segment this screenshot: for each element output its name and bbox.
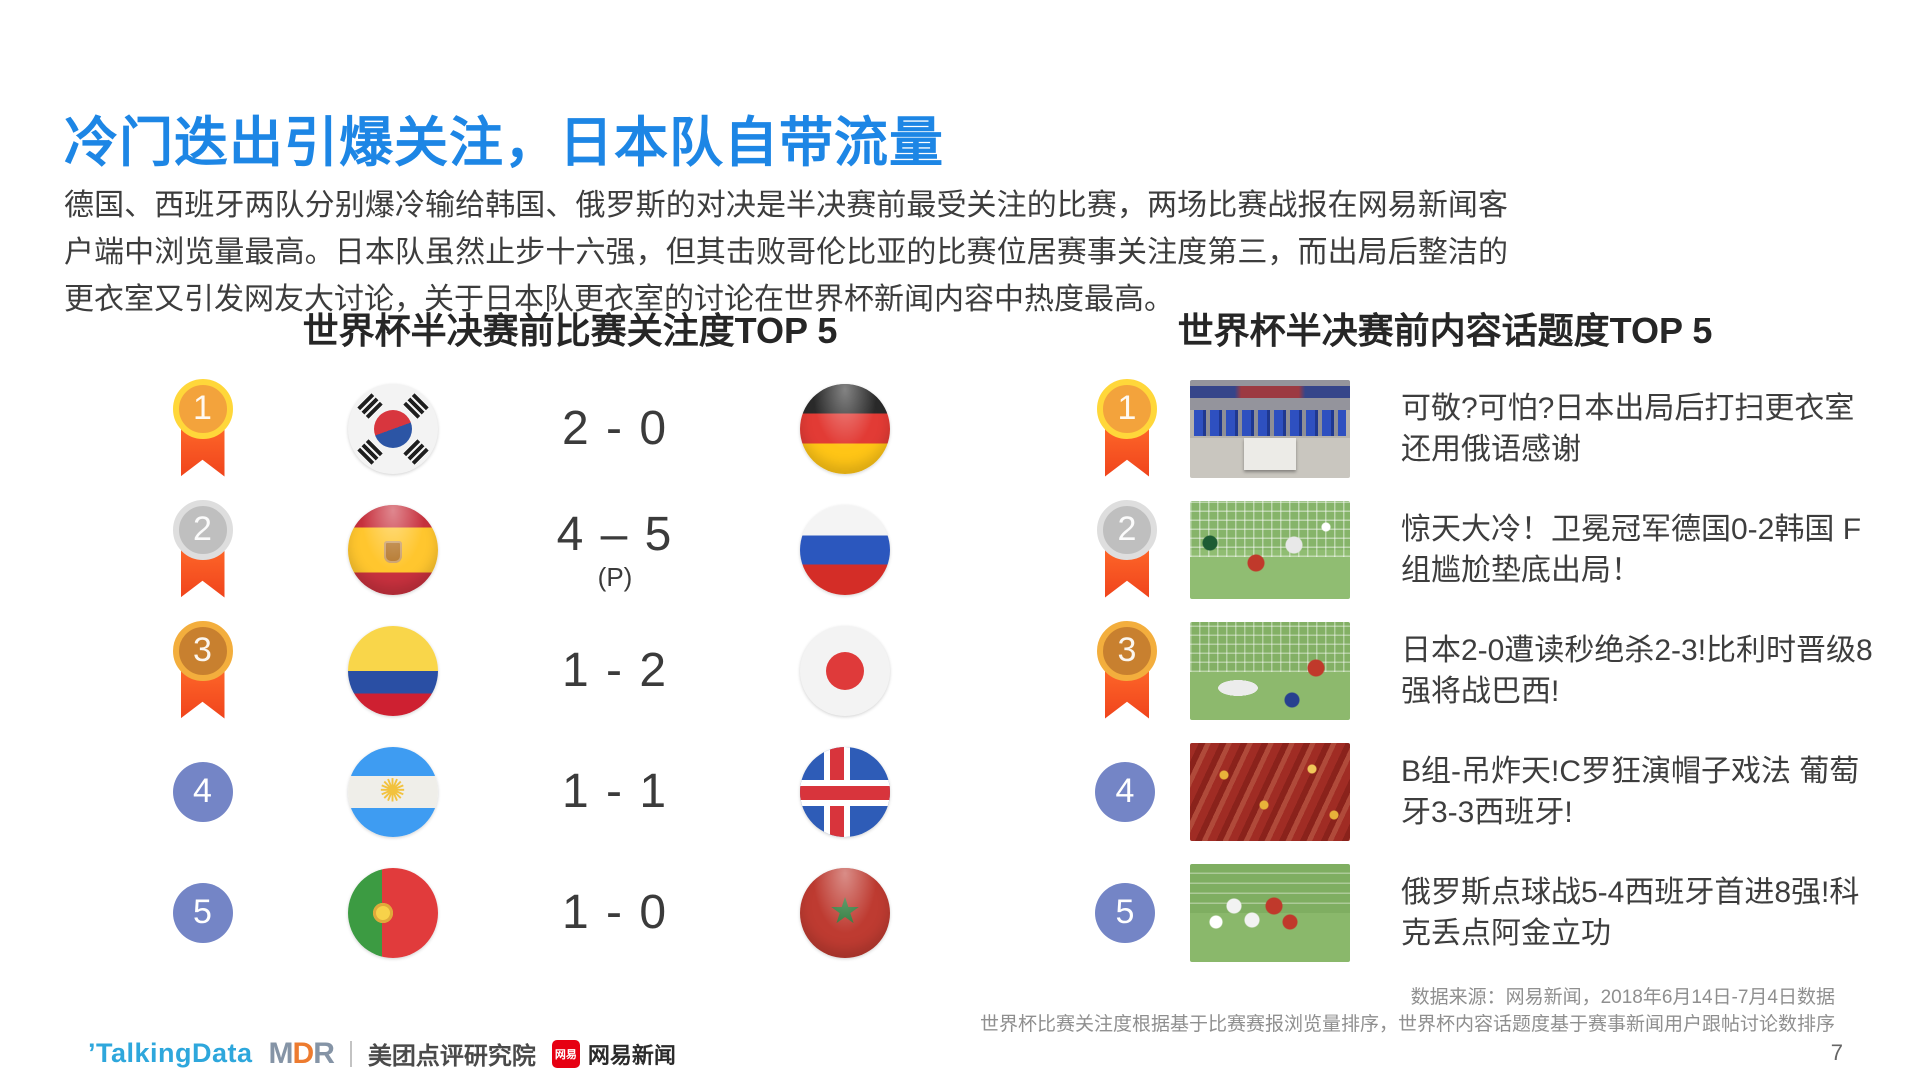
source-line-2: 世界杯比赛关注度根据基于比赛赛报浏览量排序，世界杯内容话题度基于赛事新闻用户跟帖… bbox=[979, 1014, 1835, 1035]
star-icon bbox=[829, 892, 861, 928]
right-panel-title: 世界杯半决赛前内容话题度TOP 5 bbox=[1177, 310, 1713, 351]
sun-icon bbox=[379, 774, 406, 806]
taegeuk-icon bbox=[373, 409, 412, 448]
mdr-logo: M D R bbox=[268, 1036, 335, 1070]
news-thumbnail bbox=[1190, 621, 1350, 720]
news-thumbnail bbox=[1190, 500, 1350, 599]
japan-flag-icon bbox=[800, 625, 890, 716]
portugal-flag-icon bbox=[347, 867, 438, 958]
match-score: 1 - 2 bbox=[561, 644, 669, 697]
cross-horizontal bbox=[800, 779, 890, 806]
netease-app-icon: 网易 bbox=[551, 1039, 580, 1068]
trigram-icon bbox=[356, 438, 383, 465]
gold-medal-icon: 1 bbox=[1095, 377, 1159, 481]
trigram-icon bbox=[356, 392, 383, 419]
bronze-medal-icon: 3 bbox=[171, 619, 235, 723]
rank-number: 2 bbox=[172, 499, 233, 560]
rank-badge: 4 bbox=[1095, 761, 1155, 822]
argentina-flag-icon bbox=[347, 746, 438, 837]
bronze-medal-icon: 3 bbox=[1095, 619, 1159, 723]
match-attention-ranking: 1 2 - 0 2 4 – 5 (P) 3 1 - 2 4 bbox=[135, 368, 975, 973]
rank-number: 1 bbox=[172, 378, 233, 439]
spain-crest-icon bbox=[383, 540, 402, 563]
rank-badge: 4 bbox=[172, 761, 233, 822]
hinomaru-icon bbox=[826, 651, 864, 690]
rank-number: 3 bbox=[1097, 620, 1157, 681]
gold-medal-icon: 1 bbox=[171, 377, 235, 481]
spain-flag-icon bbox=[347, 504, 438, 595]
source-line-1: 数据来源：网易新闻，2018年6月14日-7月4日数据 bbox=[1410, 987, 1835, 1008]
logo-divider bbox=[349, 1040, 352, 1067]
news-headline: 日本2-0遭读秒绝杀2-3!比利时晋级8强将战巴西! bbox=[1401, 633, 1873, 708]
data-source-note: 数据来源：网易新闻，2018年6月14日-7月4日数据 世界杯比赛关注度根据基于… bbox=[980, 984, 1835, 1038]
match-score: 1 - 0 bbox=[561, 886, 669, 939]
iceland-flag-icon bbox=[800, 746, 890, 837]
left-panel-title: 世界杯半决赛前比赛关注度TOP 5 bbox=[302, 310, 838, 351]
meituan-research-logo: 美团点评研究院 bbox=[367, 1043, 536, 1070]
germany-flag-icon bbox=[800, 383, 890, 474]
news-headline: 惊天大冷！卫冕冠军德国0-2韩国 F组尴尬垫底出局！ bbox=[1401, 512, 1862, 587]
news-thumbnail bbox=[1190, 863, 1350, 962]
match-score: 2 - 0 bbox=[561, 402, 669, 455]
news-headline: 可敬?可怕?日本出局后打扫更衣室 还用俄语感谢 bbox=[1401, 391, 1855, 466]
south-korea-flag-icon bbox=[347, 383, 438, 474]
russia-flag-icon bbox=[800, 504, 890, 595]
netease-news-logo: 网易新闻 bbox=[587, 1042, 676, 1068]
news-thumbnail bbox=[1190, 742, 1350, 841]
rank-number: 1 bbox=[1097, 378, 1157, 439]
match-score: 4 – 5 (P) bbox=[556, 507, 674, 592]
colombia-flag-icon bbox=[347, 625, 438, 716]
content-topic-ranking: 1 可敬?可怕?日本出局后打扫更衣室 还用俄语感谢 2 惊天大冷！卫冕冠军德国0… bbox=[1095, 368, 1890, 973]
trigram-icon bbox=[402, 392, 429, 419]
morocco-flag-icon bbox=[800, 867, 890, 958]
rank-number: 3 bbox=[172, 620, 233, 681]
cross-center bbox=[830, 785, 844, 800]
locker-room-table-graphic bbox=[1244, 437, 1296, 470]
rank-badge: 5 bbox=[1095, 882, 1155, 943]
intro-paragraph: 德国、西班牙两队分别爆冷输给韩国、俄罗斯的对决是半决赛前最受关注的比赛，两场比赛… bbox=[64, 189, 1508, 316]
trigram-icon bbox=[402, 438, 429, 465]
rank-badge: 5 bbox=[172, 882, 233, 943]
match-score: 1 - 1 bbox=[561, 765, 669, 818]
footer-logos: ’TalkingData M D R 美团点评研究院 网易 网易新闻 bbox=[88, 1036, 676, 1071]
news-headline: B组-吊炸天!C罗狂演帽子戏法 葡萄牙3-3西班牙! bbox=[1401, 754, 1860, 829]
rank-number: 2 bbox=[1097, 499, 1157, 560]
talkingdata-logo: ’TalkingData bbox=[88, 1038, 253, 1068]
silver-medal-icon: 2 bbox=[171, 498, 235, 602]
news-headline: 俄罗斯点球战5-4西班牙首进8强!科克丢点阿金立功 bbox=[1401, 875, 1860, 950]
portugal-crest-icon bbox=[372, 902, 393, 923]
silver-medal-icon: 2 bbox=[1095, 498, 1159, 602]
news-thumbnail bbox=[1190, 379, 1350, 478]
page-number: 7 bbox=[1830, 1040, 1843, 1065]
page-title: 冷门迭出引爆关注，日本队自带流量 bbox=[64, 113, 944, 174]
